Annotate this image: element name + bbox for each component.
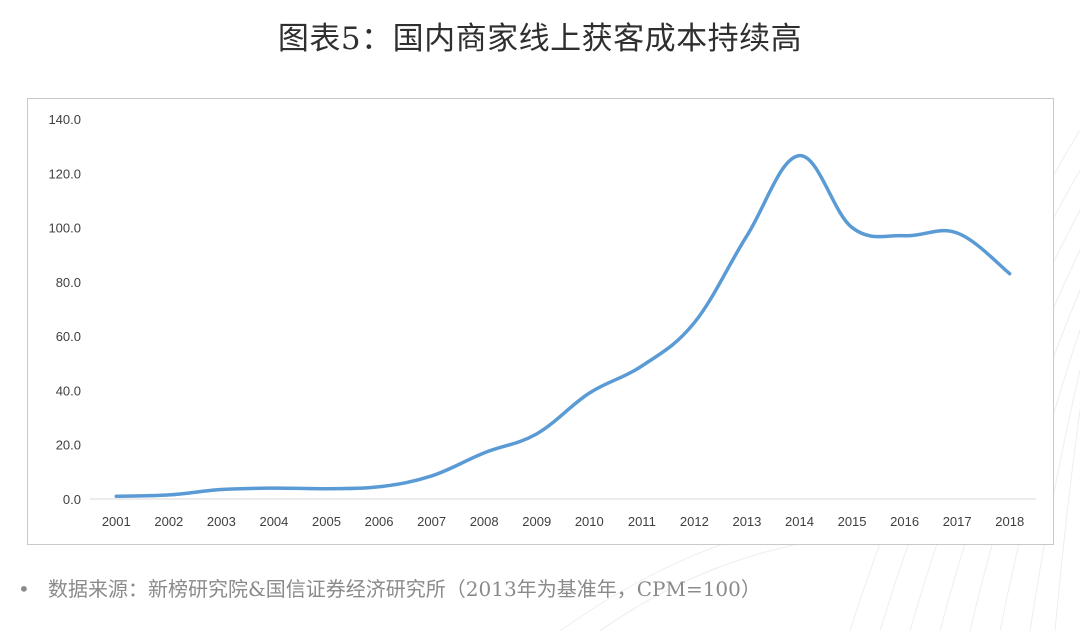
y-axis: 0.0 20.0 40.0 60.0 80.0 100.0 120.0 140.0 (48, 112, 81, 507)
y-tick-label: 120.0 (48, 166, 81, 181)
x-tick-label: 2002 (154, 514, 183, 529)
y-tick-label: 20.0 (56, 438, 81, 453)
series-line (114, 153, 1012, 499)
y-tick-label: 80.0 (56, 275, 81, 290)
x-tick-label: 2012 (680, 514, 709, 529)
x-tick-label: 2008 (470, 514, 499, 529)
x-tick-label: 2001 (102, 514, 131, 529)
x-tick-label: 2015 (838, 514, 867, 529)
page-title: 图表5：国内商家线上获客成本持续高 (277, 21, 803, 57)
x-tick-label: 2006 (365, 514, 394, 529)
x-axis: 2001 2002 2003 2004 2005 2006 2007 2008 2009 2010… (102, 514, 1024, 529)
y-tick-label: 140.0 (48, 112, 81, 127)
chart-frame: 0.0 20.0 40.0 60.0 80.0 100.0 120.0 140.0 2001 2… (27, 98, 1054, 545)
x-tick-label: 2003 (207, 514, 236, 529)
x-tick-label: 2007 (417, 514, 446, 529)
x-tick-label: 2018 (995, 514, 1024, 529)
y-tick-label: 60.0 (56, 329, 81, 344)
x-tick-label: 2011 (628, 514, 656, 529)
x-tick-label: 2016 (890, 514, 919, 529)
x-tick-label: 2004 (259, 514, 288, 529)
y-tick-label: 0.0 (63, 492, 81, 507)
source-note: • 数据来源：新榜研究院&国信证券经济研究所（2013年为基准年，CPM=100） (18, 573, 761, 602)
bullet-icon: • (18, 577, 30, 601)
x-tick-label: 2017 (943, 514, 972, 529)
x-tick-label: 2009 (522, 514, 551, 529)
x-tick-label: 2013 (732, 514, 761, 529)
x-tick-label: 2014 (785, 514, 814, 529)
y-tick-label: 100.0 (48, 221, 81, 236)
source-text: 数据来源：新榜研究院&国信证券经济研究所（2013年为基准年，CPM=100） (48, 577, 761, 601)
x-tick-label: 2010 (575, 514, 604, 529)
y-tick-label: 40.0 (56, 383, 81, 398)
x-tick-label: 2005 (312, 514, 341, 529)
